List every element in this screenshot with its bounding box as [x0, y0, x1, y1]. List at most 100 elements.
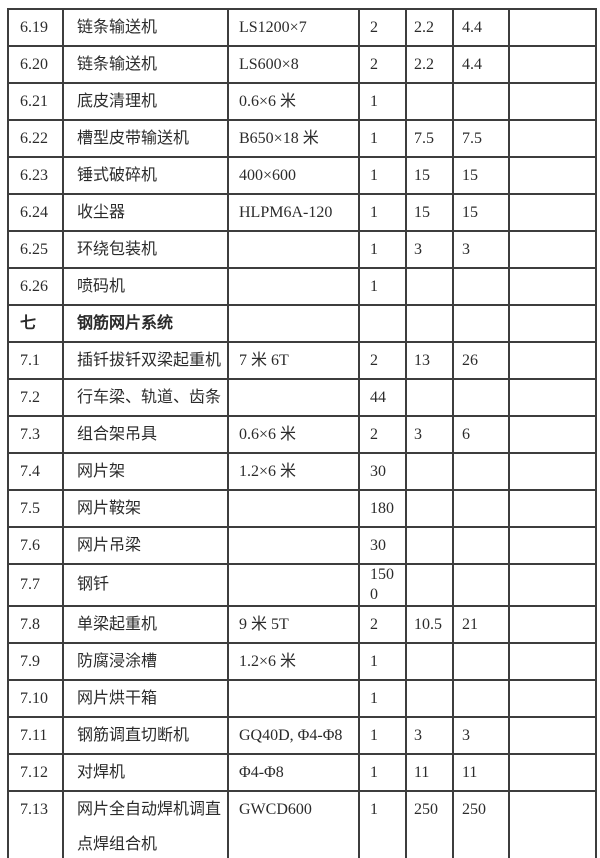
- cell-qty: 1: [358, 642, 407, 681]
- cell-total-power: [452, 304, 510, 343]
- cell-qty: 2: [358, 8, 407, 47]
- cell-name: 网片全自动焊机调直点焊组合机: [62, 790, 229, 858]
- cell-power: [405, 267, 454, 306]
- cell-note: [508, 526, 597, 565]
- cell-note: [508, 304, 597, 343]
- cell-power: [405, 378, 454, 417]
- cell-spec: Φ4-Φ8: [227, 753, 360, 792]
- cell-index: 7.5: [7, 489, 64, 528]
- cell-spec: [227, 267, 360, 306]
- cell-index: 7.1: [7, 341, 64, 380]
- cell-spec: [227, 230, 360, 269]
- cell-note: [508, 156, 597, 195]
- cell-spec: 1.2×6 米: [227, 642, 360, 681]
- cell-index: 6.23: [7, 156, 64, 195]
- cell-name: 钢钎: [62, 563, 229, 607]
- cell-qty: 180: [358, 489, 407, 528]
- cell-index: 7.2: [7, 378, 64, 417]
- cell-name: 防腐浸涂槽: [62, 642, 229, 681]
- cell-power: [405, 526, 454, 565]
- cell-name: 网片烘干箱: [62, 679, 229, 718]
- cell-power: [405, 82, 454, 121]
- cell-power: [405, 679, 454, 718]
- cell-power: [405, 642, 454, 681]
- cell-spec: HLPM6A-120: [227, 193, 360, 232]
- cell-total-power: 4.4: [452, 45, 510, 84]
- cell-index: 7.7: [7, 563, 64, 607]
- cell-qty: 1: [358, 790, 407, 858]
- table-row: 7.3 组合架吊具 0.6×6 米 2 3 6: [7, 415, 597, 454]
- cell-total-power: 7.5: [452, 119, 510, 158]
- table-row: 7.8 单梁起重机 9 米 5T 2 10.5 21: [7, 605, 597, 644]
- cell-total-power: 3: [452, 230, 510, 269]
- table-row: 6.20 链条输送机 LS600×8 2 2.2 4.4: [7, 45, 597, 84]
- cell-spec: [227, 526, 360, 565]
- cell-spec: B650×18 米: [227, 119, 360, 158]
- cell-note: [508, 642, 597, 681]
- cell-index: 7.6: [7, 526, 64, 565]
- cell-note: [508, 378, 597, 417]
- cell-power: [405, 452, 454, 491]
- cell-spec: 7 米 6T: [227, 341, 360, 380]
- cell-qty: 30: [358, 526, 407, 565]
- cell-note: [508, 341, 597, 380]
- cell-index: 7.9: [7, 642, 64, 681]
- table-row: 7.4 网片架 1.2×6 米 30: [7, 452, 597, 491]
- cell-spec: 400×600: [227, 156, 360, 195]
- cell-power: 7.5: [405, 119, 454, 158]
- cell-qty: 1: [358, 82, 407, 121]
- cell-total-power: [452, 378, 510, 417]
- table-row: 7.12 对焊机 Φ4-Φ8 1 11 11: [7, 753, 597, 792]
- cell-name: 单梁起重机: [62, 605, 229, 644]
- cell-note: [508, 45, 597, 84]
- cell-note: [508, 716, 597, 755]
- cell-total-power: 250: [452, 790, 510, 858]
- cell-name: 链条输送机: [62, 45, 229, 84]
- cell-index: 7.11: [7, 716, 64, 755]
- cell-name: 插钎拔钎双梁起重机: [62, 341, 229, 380]
- cell-spec: LS1200×7: [227, 8, 360, 47]
- cell-name: 行车梁、轨道、齿条: [62, 378, 229, 417]
- table-row: 七 钢筋网片系统: [7, 304, 597, 343]
- cell-name: 网片鞍架: [62, 489, 229, 528]
- cell-spec: GQ40D, Φ4-Φ8: [227, 716, 360, 755]
- cell-note: [508, 790, 597, 858]
- cell-index: 6.19: [7, 8, 64, 47]
- cell-index: 6.26: [7, 267, 64, 306]
- cell-qty: 1: [358, 753, 407, 792]
- cell-note: [508, 563, 597, 607]
- cell-total-power: [452, 452, 510, 491]
- cell-index: 7.12: [7, 753, 64, 792]
- cell-qty: 1500: [358, 563, 407, 607]
- cell-note: [508, 679, 597, 718]
- cell-note: [508, 489, 597, 528]
- cell-power: 3: [405, 415, 454, 454]
- cell-spec: [227, 304, 360, 343]
- cell-note: [508, 230, 597, 269]
- cell-index: 6.22: [7, 119, 64, 158]
- cell-note: [508, 119, 597, 158]
- cell-note: [508, 193, 597, 232]
- cell-index: 7.4: [7, 452, 64, 491]
- cell-spec: 9 米 5T: [227, 605, 360, 644]
- table-row: 6.23 锤式破碎机 400×600 1 15 15: [7, 156, 597, 195]
- cell-name: 槽型皮带输送机: [62, 119, 229, 158]
- cell-name: 喷码机: [62, 267, 229, 306]
- cell-index: 6.21: [7, 82, 64, 121]
- cell-spec: 1.2×6 米: [227, 452, 360, 491]
- cell-qty: 30: [358, 452, 407, 491]
- cell-qty: 2: [358, 341, 407, 380]
- cell-total-power: [452, 267, 510, 306]
- cell-index: 7.13: [7, 790, 64, 858]
- table-row: 6.19 链条输送机 LS1200×7 2 2.2 4.4: [7, 8, 597, 47]
- table-row: 6.25 环绕包装机 1 3 3: [7, 230, 597, 269]
- cell-total-power: [452, 679, 510, 718]
- cell-qty: 1: [358, 156, 407, 195]
- table-row: 7.10 网片烘干箱 1: [7, 679, 597, 718]
- cell-spec: LS600×8: [227, 45, 360, 84]
- cell-name: 网片吊梁: [62, 526, 229, 565]
- cell-note: [508, 267, 597, 306]
- cell-qty: 1: [358, 267, 407, 306]
- cell-power: 13: [405, 341, 454, 380]
